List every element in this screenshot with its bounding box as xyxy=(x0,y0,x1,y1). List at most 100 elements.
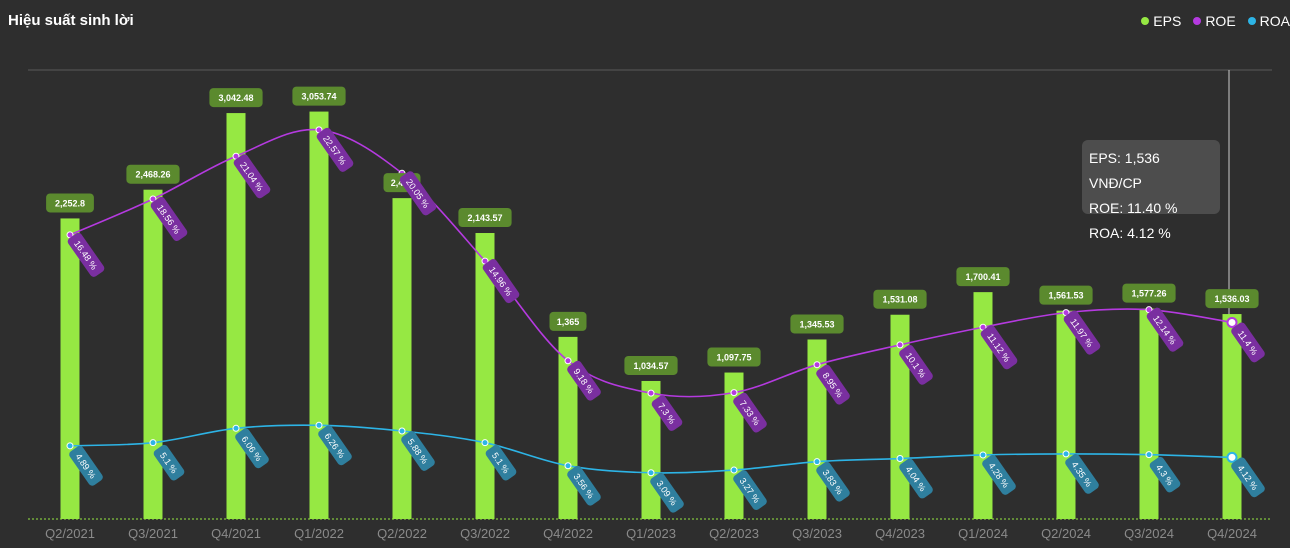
roa-value-label-bg xyxy=(982,455,1016,495)
eps-value-label: 1,561.53 xyxy=(1039,285,1093,305)
eps-bar[interactable] xyxy=(143,189,163,519)
roe-value-label-bg xyxy=(399,171,437,216)
roe-point xyxy=(813,361,821,369)
tooltip-eps: EPS: 1,536 VNĐ/CP xyxy=(1089,150,1160,191)
eps-label-text: 3,042.48 xyxy=(218,93,253,103)
x-tick-label: Q1/2024 xyxy=(958,526,1008,541)
x-tick-label: Q2/2021 xyxy=(45,526,95,541)
x-tick-label: Q4/2023 xyxy=(875,526,925,541)
eps-label-bg xyxy=(1122,283,1176,303)
eps-bar[interactable] xyxy=(309,111,329,519)
x-tick-label: Q4/2021 xyxy=(211,526,261,541)
x-tick-label: Q1/2022 xyxy=(294,526,344,541)
roa-value-label-bg xyxy=(69,445,103,486)
eps-label-bg xyxy=(1039,285,1093,305)
eps-label-text: 2,143.57 xyxy=(467,213,502,223)
chart-legend: EPS ROE ROA xyxy=(1141,13,1290,29)
roe-point xyxy=(1226,316,1238,328)
eps-value-label: 1,536.03 xyxy=(1205,289,1259,309)
roe-value-label-bg xyxy=(899,344,933,385)
eps-value-label: 2,252.8 xyxy=(46,193,94,213)
roa-value-label-bg xyxy=(401,431,435,471)
roe-value-label-bg xyxy=(316,127,354,172)
eps-label-text: 2,468.26 xyxy=(135,170,170,180)
roe-line xyxy=(69,128,1233,398)
eps-label-bg xyxy=(46,193,94,213)
roe-value-label-bg xyxy=(67,232,105,277)
eps-value-label: 1,097.75 xyxy=(707,347,761,367)
eps-bar[interactable] xyxy=(60,218,80,519)
roa-value-label-bg xyxy=(567,465,601,506)
chart-title: Hiệu suất sinh lời xyxy=(8,12,134,29)
roa-point xyxy=(1145,451,1153,459)
roa-value-label-bg xyxy=(235,428,269,469)
roa-value-label-bg xyxy=(1149,456,1181,493)
eps-label-bg xyxy=(873,289,927,309)
legend-item-roa[interactable]: ROA xyxy=(1247,13,1290,29)
x-tick-label: Q3/2024 xyxy=(1124,526,1174,541)
legend-dot-roa xyxy=(1247,17,1256,25)
legend-dot-roe xyxy=(1193,17,1202,25)
roa-value-label-bg xyxy=(153,444,185,481)
eps-value-label: 1,034.57 xyxy=(624,355,678,375)
eps-label-text: 1,577.26 xyxy=(1131,289,1166,299)
eps-label-bg xyxy=(790,314,844,334)
legend-label-eps: EPS xyxy=(1153,13,1182,29)
roa-point xyxy=(232,424,240,432)
eps-label-bg xyxy=(1205,289,1259,309)
legend-item-roe[interactable]: ROE xyxy=(1193,13,1236,29)
eps-bar[interactable] xyxy=(226,113,246,520)
roa-point xyxy=(149,439,157,447)
roa-point xyxy=(315,421,323,429)
roa-point xyxy=(398,427,406,435)
roe-value-label-bg xyxy=(482,259,520,304)
tooltip-roe: ROE: 11.40 % xyxy=(1089,200,1178,216)
roa-point xyxy=(1062,450,1070,458)
roa-point xyxy=(730,466,738,474)
eps-value-label: 2,468.26 xyxy=(126,164,180,184)
roa-point xyxy=(481,439,489,447)
roe-value-label-bg xyxy=(1063,310,1101,355)
roe-value-label-bg xyxy=(233,154,271,199)
eps-label-bg xyxy=(458,208,512,228)
roe-point xyxy=(730,389,738,397)
roe-value-label-bg xyxy=(567,360,601,401)
eps-value-label: 1,365 xyxy=(549,311,587,331)
x-tick-label: Q4/2022 xyxy=(543,526,593,541)
legend-item-eps[interactable]: EPS xyxy=(1141,13,1181,29)
eps-label-text: 1,365 xyxy=(557,317,580,327)
roa-value-label-bg xyxy=(899,458,933,499)
eps-label-text: 2,252.8 xyxy=(55,198,85,208)
eps-label-bg xyxy=(624,355,678,375)
eps-bar[interactable] xyxy=(392,198,412,519)
eps-value-label: 2,143.57 xyxy=(458,208,512,228)
eps-label-text: 1,561.53 xyxy=(1048,291,1083,301)
roa-value-label-bg xyxy=(1065,454,1099,494)
eps-bar[interactable] xyxy=(475,233,495,519)
eps-bar[interactable] xyxy=(1056,310,1076,519)
roe-point xyxy=(896,341,904,349)
x-tick-label: Q3/2021 xyxy=(128,526,178,541)
roa-value-label-bg xyxy=(733,470,767,510)
eps-label-bg xyxy=(209,88,263,108)
roe-value-label-bg xyxy=(816,364,850,405)
roa-value-label-bg xyxy=(816,461,850,502)
legend-label-roe: ROE xyxy=(1205,13,1236,29)
roa-point xyxy=(1226,451,1238,463)
roe-value-label: 10.1 % xyxy=(899,344,933,385)
eps-label-bg xyxy=(707,347,761,367)
x-tick-label: Q2/2024 xyxy=(1041,526,1091,541)
x-tick-label: Q2/2022 xyxy=(377,526,427,541)
x-tick-label: Q3/2022 xyxy=(460,526,510,541)
eps-label-text: 3,053.74 xyxy=(301,92,336,102)
eps-value-label: 1,577.26 xyxy=(1122,283,1176,303)
eps-bar[interactable] xyxy=(1222,314,1242,519)
roa-value-label-bg xyxy=(1231,457,1265,498)
x-tick-label: Q3/2023 xyxy=(792,526,842,541)
eps-value-label: 3,053.74 xyxy=(292,86,346,106)
eps-bar[interactable] xyxy=(1139,308,1159,519)
tooltip-roa: ROA: 4.12 % xyxy=(1089,225,1171,241)
eps-label-bg xyxy=(956,267,1010,287)
roe-value-label-bg xyxy=(651,395,683,431)
eps-label-text: 1,097.75 xyxy=(716,353,751,363)
